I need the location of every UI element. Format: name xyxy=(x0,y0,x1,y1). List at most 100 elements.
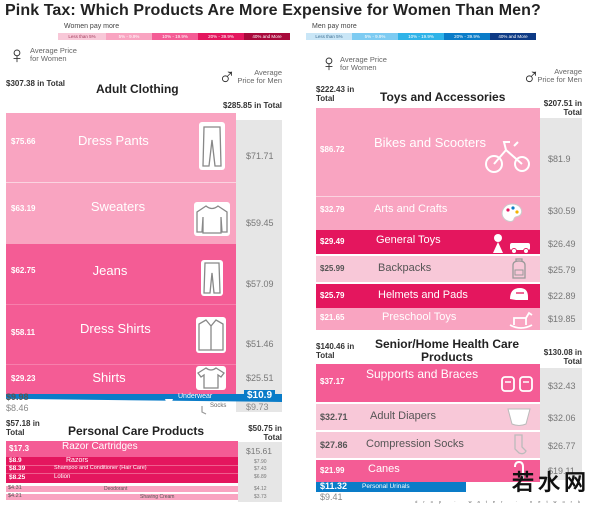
legend-women-item: 10% - 19.9% xyxy=(152,33,198,40)
men-price: $25.51 xyxy=(246,373,274,383)
women-price: $21.65 xyxy=(320,313,345,322)
women-price: $8.46 xyxy=(6,403,29,413)
row-name: Preschool Toys xyxy=(382,311,457,323)
men-total: $207.51 in Total xyxy=(543,99,582,117)
band-general-toys xyxy=(316,230,540,254)
legend-men-item: Less than 5% xyxy=(306,33,352,40)
men-price: $32.43 xyxy=(548,381,576,391)
women-price: $8.25 xyxy=(9,474,26,481)
underwear-icon xyxy=(165,393,173,404)
women-price: $8.9 xyxy=(9,457,22,464)
legend-men-item: 5% - 9.9% xyxy=(352,33,398,40)
pants-icon xyxy=(199,122,225,170)
band-lotion xyxy=(6,473,238,483)
men-price: $26.49 xyxy=(548,239,576,249)
band-backpacks xyxy=(316,256,540,282)
row-name: Personal Urinals xyxy=(362,483,410,490)
legend-women-item: 40% and More xyxy=(244,33,290,40)
women-price: $86.72 xyxy=(320,145,345,154)
watermark-sub: drop · water · network xyxy=(415,499,586,504)
women-price: $4.31 xyxy=(8,485,22,491)
legend-men-item: 10% - 19.9% xyxy=(398,33,444,40)
band-bikes-scooters xyxy=(316,108,540,196)
legend-men: Less than 5% 5% - 9.9% 10% - 19.9% 20% -… xyxy=(306,33,536,40)
men-total: $285.85 in Total xyxy=(223,101,282,110)
men-price: $81.9 xyxy=(548,154,571,164)
legend-women-item: 20% - 39.9% xyxy=(198,33,244,40)
band-helmets-pads xyxy=(316,284,540,308)
women-total: $222.43 in Total xyxy=(316,85,355,103)
row-name: General Toys xyxy=(376,234,441,246)
men-price: $4.12 xyxy=(254,486,267,492)
row-name: Razor Cartridges xyxy=(62,441,138,452)
women-price: $8.39 xyxy=(9,465,26,472)
men-price: $19.85 xyxy=(548,314,576,324)
men-price: $59.45 xyxy=(246,218,274,228)
band-razor-cartridges xyxy=(6,441,238,457)
men-column xyxy=(540,368,582,480)
legend-women-item: 5% - 9.9% xyxy=(106,33,152,40)
band-dress-pants xyxy=(6,113,236,182)
row-name: Sweaters xyxy=(90,199,146,214)
women-price: $32.79 xyxy=(320,205,345,214)
women-price: $11.32 xyxy=(320,481,348,491)
female-symbol-icon: ♀ xyxy=(8,42,26,69)
women-price: $9.98 xyxy=(6,392,29,402)
row-name: Shaving Cream xyxy=(140,494,175,500)
band-underwear xyxy=(6,394,282,402)
men-price: $71.71 xyxy=(246,151,274,161)
row-name: Bikes and Scooters xyxy=(374,135,487,150)
section-title: Adult Clothing xyxy=(96,82,179,96)
section-title: Personal Care Products xyxy=(68,424,205,438)
men-price: $25.79 xyxy=(548,265,576,275)
band-jeans xyxy=(6,244,236,304)
band-hair-care xyxy=(6,465,238,474)
women-price: $37.17 xyxy=(320,377,345,386)
men-price: $10.9 xyxy=(244,390,276,401)
men-column xyxy=(238,442,282,502)
tricycle-icon xyxy=(484,136,532,174)
helmet-icon xyxy=(508,285,530,305)
men-total: $50.75 in Total xyxy=(248,424,282,442)
male-symbol-icon: ♂ xyxy=(522,64,540,91)
men-price: $57.09 xyxy=(246,279,274,289)
men-price: $51.46 xyxy=(246,339,274,349)
band-canes xyxy=(316,460,540,482)
women-price: $29.23 xyxy=(11,374,36,383)
women-price: $62.75 xyxy=(11,266,36,275)
men-price: $22.89 xyxy=(548,291,576,301)
band-arts-crafts xyxy=(316,196,540,231)
men-price: $9.73 xyxy=(246,402,269,412)
men-price: $7.43 xyxy=(254,466,267,472)
men-price: $6.89 xyxy=(254,474,267,480)
women-total: $140.46 in Total xyxy=(316,342,355,360)
sock-icon xyxy=(510,434,528,456)
women-price: $32.71 xyxy=(320,412,348,422)
men-price: $3.73 xyxy=(254,494,267,500)
men-price: $19.11 xyxy=(548,466,575,476)
men-price: $30.59 xyxy=(548,206,576,216)
shirt-icon xyxy=(196,366,226,390)
rocking-horse-icon xyxy=(508,309,534,329)
women-price: $4.21 xyxy=(8,493,22,499)
men-column xyxy=(236,120,282,412)
row-name: Underwear xyxy=(178,393,213,400)
row-name: Socks xyxy=(210,403,227,409)
row-name: Jeans xyxy=(92,263,128,278)
row-name: Dress Shirts xyxy=(80,321,151,336)
women-total: $57.18 in Total xyxy=(6,419,40,437)
section-title: Senior/Home Health Care Products xyxy=(374,337,520,364)
male-symbol-icon: ♂ xyxy=(218,64,236,91)
legend-men-item: 20% - 39.9% xyxy=(444,33,490,40)
socks-icon xyxy=(200,402,209,415)
row-name: Supports and Braces xyxy=(366,367,479,381)
band-compression-socks xyxy=(316,432,540,458)
men-price: $26.77 xyxy=(548,441,576,451)
legend-men-heading: Men pay more xyxy=(312,23,357,30)
row-name: Helmets and Pads xyxy=(378,289,468,301)
women-total: $307.38 in Total xyxy=(6,79,65,88)
row-name: Shampoo and Conditioner (Hair Care) xyxy=(54,465,147,471)
women-price: $9.41 xyxy=(320,492,343,502)
sweater-icon xyxy=(194,202,230,236)
women-price: $17.3 xyxy=(9,444,30,453)
